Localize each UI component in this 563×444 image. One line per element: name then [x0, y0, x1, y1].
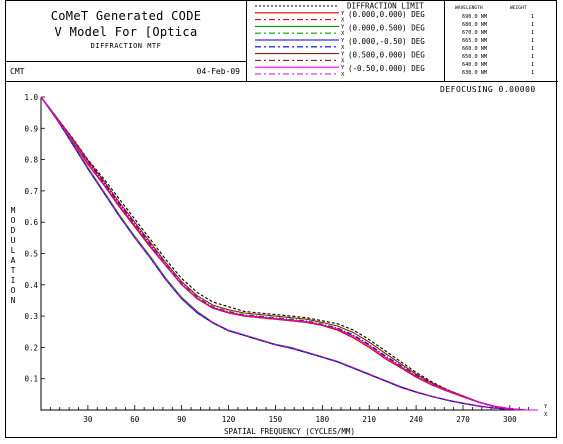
y-axis-label-char: O — [10, 216, 16, 225]
legend-axis-tag: X — [341, 58, 345, 64]
defocusing-value: 0.00000 — [498, 85, 536, 94]
legend-label: (0.000,0.000) DEG — [348, 10, 425, 19]
y-axis-label-char: A — [10, 256, 16, 265]
y-axis-label-char: T — [10, 266, 16, 275]
wavelength-header: WAVELENGTH — [455, 5, 483, 11]
weight-value: 1 — [531, 70, 534, 76]
series-line — [40, 96, 538, 411]
y-tick-label: 0.8 — [24, 156, 38, 165]
x-axis-end-tag: X — [544, 412, 548, 418]
series-line — [40, 96, 538, 411]
wavelength-svg: WAVELENGTH WEIGHT 690.0 NM 1 680.0 NM 1 670.0 … — [455, 5, 534, 76]
legend-axis-tag: X — [341, 45, 345, 51]
weight-value: 1 — [531, 54, 534, 60]
x-tick-label: 150 — [269, 415, 283, 424]
x-tick-label: 300 — [503, 415, 517, 424]
legend-axis-tag: Y — [341, 11, 345, 17]
y-tick-label: 0.2 — [24, 343, 38, 352]
header-block: CoMeT Generated CODE V Model For [Optica… — [6, 1, 558, 82]
legend: DIFFRACTION LIMIT Y (0.000,0.000) DEG X Y (0.… — [247, 1, 445, 81]
y-tick-label: 0.5 — [24, 250, 38, 259]
title-line-2: V Model For [Optica — [54, 25, 198, 39]
wavelength-value: 630.0 NM — [462, 70, 487, 76]
legend-label: (0.500,0.000) DEG — [348, 51, 425, 60]
series-line — [40, 96, 538, 411]
meta-row: CMT 04-Feb-09 — [6, 62, 247, 81]
weight-value: 1 — [531, 14, 534, 20]
legend-axis-tag: Y — [341, 38, 345, 44]
y-axis-label-char: O — [10, 286, 16, 295]
x-tick-label: 240 — [409, 415, 423, 424]
y-tick-label: 0.7 — [24, 187, 38, 196]
series-line — [40, 96, 538, 411]
legend-axis-tag: Y — [341, 24, 345, 30]
y-axis-label-char: L — [10, 246, 16, 255]
y-axis-label-char: M — [10, 206, 16, 215]
x-tick-label: 180 — [316, 415, 330, 424]
y-tick-label: 0.3 — [24, 312, 38, 321]
title-line-1: CoMeT Generated CODE — [50, 9, 202, 23]
legend-label: (0.000,0.500) DEG — [348, 23, 425, 32]
subtitle: DIFFRACTION MTF — [90, 42, 162, 50]
y-tick-label: 0.4 — [24, 281, 38, 290]
weight-value: 1 — [531, 38, 534, 44]
y-tick-label: 0.9 — [24, 124, 38, 133]
wavelength-value: 665.0 NM — [462, 38, 487, 44]
y-tick-label: 0.6 — [24, 218, 38, 227]
wavelength-table: WAVELENGTH WEIGHT 690.0 NM 1 680.0 NM 1 670.0 … — [445, 1, 558, 81]
x-tick-label: 120 — [222, 415, 236, 424]
series-line — [40, 96, 538, 411]
wavelength-value: 680.0 NM — [462, 22, 487, 28]
series-line — [40, 96, 538, 411]
legend-label: (-0.50,0.000) DEG — [348, 64, 425, 73]
weight-value: 1 — [531, 62, 534, 68]
weight-value: 1 — [531, 22, 534, 28]
y-tick-label: 0.1 — [24, 375, 38, 384]
x-tick-label: 270 — [456, 415, 470, 424]
legend-label: DIFFRACTION LIMIT — [347, 2, 424, 11]
date-label: 04-Feb-09 — [196, 67, 240, 76]
x-axis-end-tag: Y — [544, 404, 548, 410]
y-tick-label: 1.0 — [24, 93, 38, 102]
legend-axis-tag: X — [341, 18, 345, 24]
x-tick-label: 60 — [130, 415, 140, 424]
y-axis-label-char: U — [10, 236, 16, 245]
series-line — [40, 96, 538, 411]
legend-axis-tag: X — [341, 72, 345, 78]
y-axis-label-char: N — [10, 296, 16, 305]
wavelength-value: 640.0 NM — [462, 62, 487, 68]
defocusing-label: DEFOCUSING — [440, 85, 494, 94]
y-axis-label-char: I — [10, 276, 16, 285]
legend-axis-tag: X — [341, 31, 345, 37]
wavelength-value: 670.0 NM — [462, 30, 487, 36]
wavelength-value: 660.0 NM — [462, 46, 487, 52]
defocusing-readout: DEFOCUSING 0.00000 — [440, 85, 536, 94]
code-label: CMT — [10, 67, 25, 76]
x-tick-label: 30 — [83, 415, 93, 424]
legend-label: (0.000,-0.50) DEG — [348, 37, 425, 46]
series-line — [40, 96, 538, 411]
legend-axis-tag: Y — [341, 52, 345, 58]
plot-frame: CoMeT Generated CODE V Model For [Optica… — [5, 0, 558, 438]
legend-axis-tag: Y — [341, 65, 345, 71]
header-divider — [6, 81, 558, 82]
weight-value: 1 — [531, 30, 534, 36]
x-tick-label: 90 — [177, 415, 187, 424]
weight-value: 1 — [531, 46, 534, 52]
weight-header: WEIGHT — [510, 5, 527, 11]
series-line — [40, 96, 538, 411]
title-box: CoMeT Generated CODE V Model For [Optica… — [6, 1, 247, 62]
wavelength-value: 650.0 NM — [462, 54, 487, 60]
series-line — [40, 96, 538, 411]
x-tick-label: 210 — [362, 415, 376, 424]
y-axis-label-char: D — [10, 226, 16, 235]
x-axis-label: SPATIAL FREQUENCY (CYCLES/MM) — [224, 427, 355, 436]
plot-axes — [40, 97, 538, 411]
series-line — [40, 96, 538, 411]
wavelength-value: 690.0 NM — [462, 14, 487, 20]
